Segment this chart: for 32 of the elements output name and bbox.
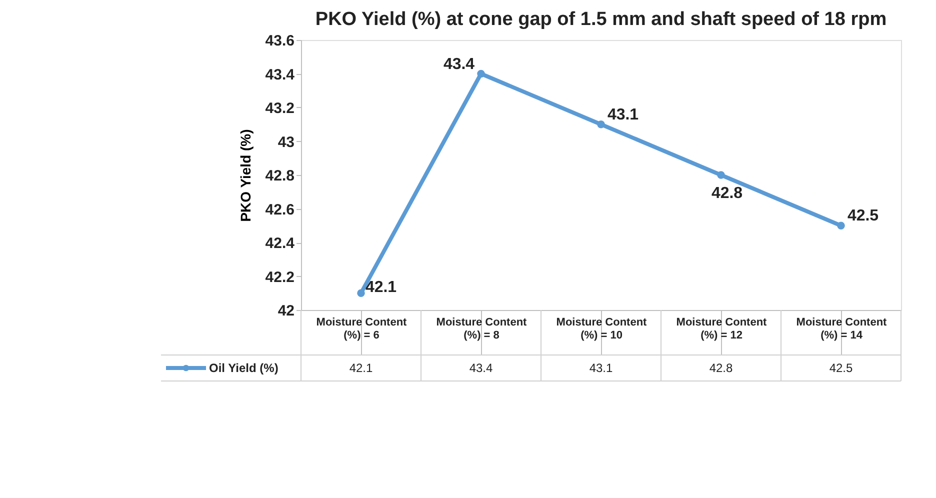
data-label: 43.1 <box>607 106 639 124</box>
y-tick-label: 43 <box>278 134 294 151</box>
data-label: 42.1 <box>365 279 397 296</box>
y-tick-label: 42.2 <box>265 268 294 286</box>
point <box>597 120 605 128</box>
x-tick-label: Moisture Content (%) = 14 <box>796 316 888 342</box>
y-tick-label: 43.2 <box>265 100 294 117</box>
point <box>837 222 845 230</box>
y-tick-label: 43.4 <box>265 66 296 84</box>
data-label: 42.5 <box>847 208 879 225</box>
x-tick-label: Moisture Content (%) = 12 <box>676 316 768 342</box>
y-tick-label: 42.8 <box>265 168 294 184</box>
text: 42.5 <box>829 361 853 375</box>
point <box>717 171 725 179</box>
y-tick-label: 42 <box>278 302 294 320</box>
text: 43.1 <box>589 361 613 375</box>
text: 43.4 <box>469 361 493 375</box>
text: 42.1 <box>349 361 373 375</box>
y-tick-label: 43.6 <box>265 32 294 50</box>
x-tick-label: Moisture Content (%) = 8 <box>436 316 528 342</box>
y-axis-title: PKO Yield (%) <box>237 129 254 222</box>
x-tick-label: Moisture Content (%) = 6 <box>316 316 408 342</box>
text: 42.8 <box>709 361 733 375</box>
y-tick-label: 42.6 <box>265 201 294 218</box>
x-tick-label: Moisture Content (%) = 10 <box>556 316 648 342</box>
point <box>477 70 485 78</box>
y-tick-label: 42.4 <box>265 235 296 252</box>
point <box>357 289 365 297</box>
data-label: 43.4 <box>443 56 475 73</box>
data-label: 42.8 <box>711 185 743 202</box>
chart-title: PKO Yield (%) at cone gap of 1.5 mm and shaft speed of 18 rpm <box>315 9 887 30</box>
legend-label: Oil Yield (%) <box>209 361 278 375</box>
